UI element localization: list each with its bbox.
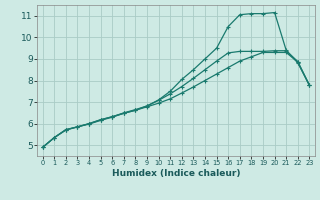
X-axis label: Humidex (Indice chaleur): Humidex (Indice chaleur) (112, 169, 240, 178)
